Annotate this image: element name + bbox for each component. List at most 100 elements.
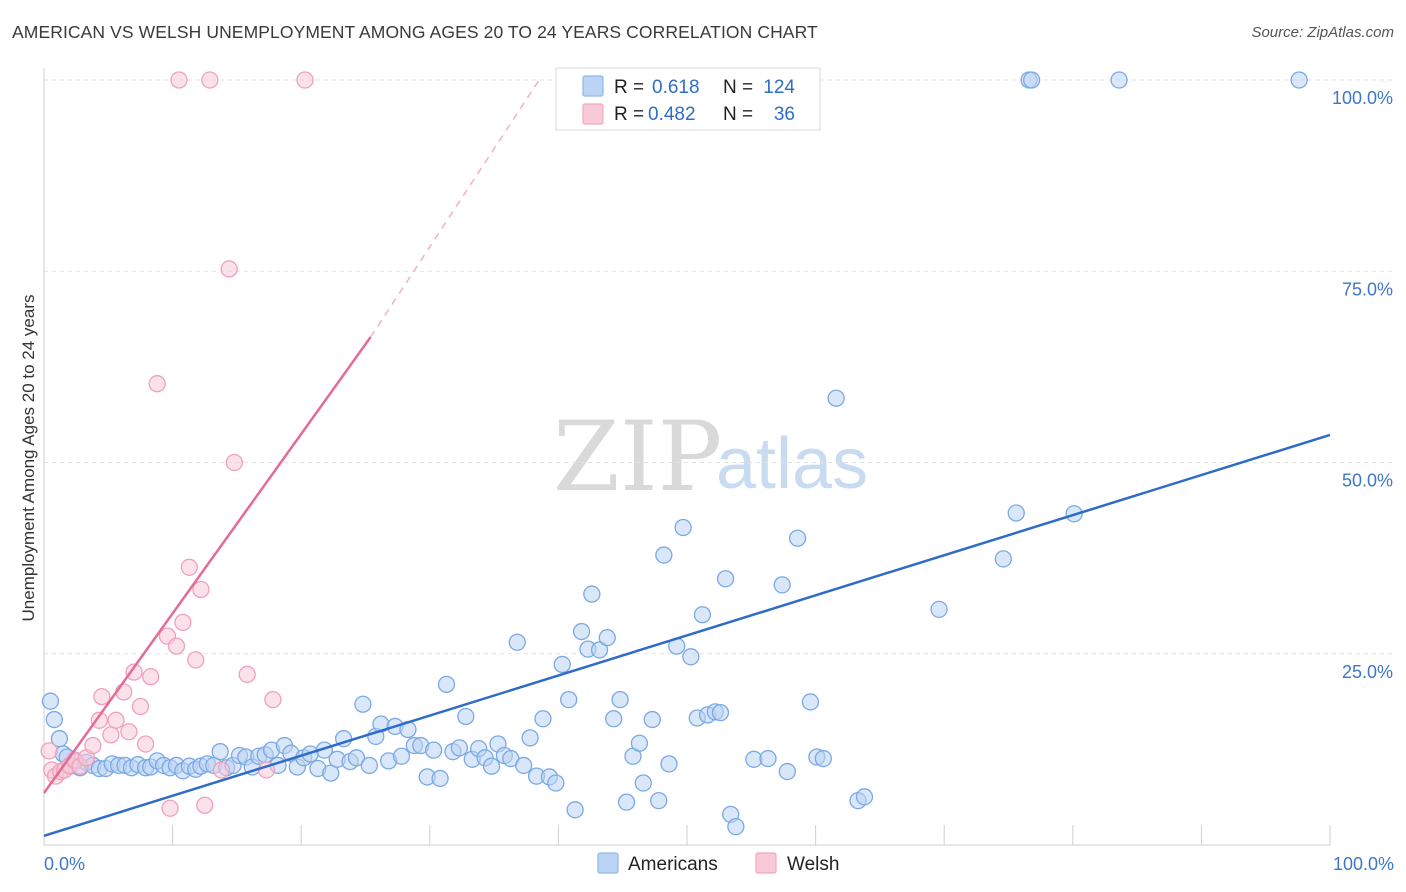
american-point — [655, 546, 673, 564]
american-point — [583, 585, 601, 603]
welsh-point — [196, 796, 214, 814]
american-point — [716, 570, 735, 588]
y-tick-label: 25.0% — [1342, 662, 1393, 682]
welsh-point — [84, 736, 102, 755]
welsh-point — [201, 71, 219, 89]
welsh-point — [131, 697, 150, 716]
welsh-point — [180, 558, 198, 576]
watermark-zip: ZIP — [553, 401, 722, 513]
american-point — [827, 389, 845, 407]
american-point — [508, 633, 526, 651]
american-point — [660, 755, 678, 773]
american-point — [450, 739, 469, 757]
american-point — [598, 629, 616, 647]
american-point — [431, 769, 449, 788]
welsh-point — [192, 580, 210, 599]
american-point — [347, 749, 366, 767]
welsh-point — [125, 663, 143, 681]
american-point — [41, 692, 60, 710]
welsh-point — [220, 260, 238, 278]
top-legend: R = 0.618 N = 124 R = 0.482 N = 36 — [555, 67, 821, 131]
american-point — [711, 704, 730, 722]
welsh-point — [225, 453, 243, 472]
american-point — [437, 675, 456, 693]
legend-n-value-americans: 124 — [763, 77, 795, 98]
welsh-point — [170, 71, 188, 89]
legend-n-label-welsh: N = — [723, 104, 753, 125]
y-tick-label: 50.0% — [1342, 471, 1393, 491]
american-point — [566, 801, 584, 819]
american-point — [814, 749, 832, 768]
american-point — [45, 710, 63, 729]
american-point — [682, 648, 700, 666]
legend-n-value-welsh: 36 — [774, 104, 795, 125]
welsh-point — [174, 613, 192, 632]
legend-r-value-americans: 0.618 — [652, 77, 700, 98]
american-point — [630, 734, 649, 752]
american-point — [590, 641, 609, 659]
legend-swatch-welsh — [582, 103, 604, 125]
welsh-point — [107, 711, 125, 729]
american-point — [1110, 71, 1128, 89]
y-tick-label: 100.0% — [1332, 88, 1393, 108]
welsh-point — [102, 726, 120, 744]
american-point — [994, 550, 1013, 568]
american-point — [521, 729, 539, 747]
american-point — [605, 710, 623, 728]
american-point — [354, 695, 372, 713]
american-point — [360, 756, 379, 775]
american-point — [788, 529, 807, 547]
y-tick-labels: 100.0% 75.0% 50.0% 25.0% — [1332, 88, 1393, 682]
y-axis-title: Unemployment Among Ages 20 to 24 years — [19, 295, 38, 622]
bottom-legend: Americans Welsh — [597, 852, 839, 875]
trend-lines — [42, 79, 1331, 838]
american-point — [482, 757, 501, 775]
legend-r-label-americans: R = — [614, 77, 644, 98]
welsh-point — [40, 742, 58, 760]
legend-r-value-welsh: 0.482 — [648, 104, 696, 125]
chart-title: AMERICAN VS WELSH UNEMPLOYMENT AMONG AGE… — [12, 22, 818, 42]
american-point — [553, 655, 571, 674]
american-point — [572, 622, 591, 641]
trend-line-welsh — [42, 336, 372, 794]
welsh-point — [90, 711, 108, 729]
welsh-point — [142, 668, 160, 686]
x-tick-label-max: 100.0% — [1333, 854, 1394, 874]
welsh-point — [93, 687, 111, 706]
welsh-point — [161, 799, 179, 817]
bottom-legend-swatch-welsh — [755, 852, 777, 874]
american-point — [801, 693, 820, 711]
legend-swatch-americans — [582, 75, 604, 97]
american-point — [457, 707, 475, 726]
american-point — [1007, 504, 1025, 522]
y-tick-label: 75.0% — [1342, 279, 1393, 299]
welsh-point — [238, 665, 256, 684]
american-point — [759, 749, 777, 768]
american-point — [211, 743, 229, 761]
welsh-point — [212, 761, 231, 779]
american-point — [693, 606, 712, 624]
welsh-point — [167, 637, 186, 655]
american-point — [855, 788, 874, 806]
welsh-point — [296, 71, 314, 89]
american-point — [611, 691, 629, 709]
welsh-point — [120, 723, 138, 741]
american-point — [1290, 71, 1308, 89]
watermark-atlas: atlas — [716, 424, 868, 504]
x-tick-label-min: 0.0% — [44, 854, 85, 874]
american-point — [674, 518, 692, 537]
x-ticks — [172, 825, 1331, 845]
american-point — [773, 576, 791, 594]
bottom-legend-label-americans: Americans — [628, 854, 718, 875]
welsh-point — [264, 691, 282, 709]
american-point — [560, 691, 578, 709]
american-point — [515, 756, 533, 775]
american-point — [617, 793, 636, 811]
trend-line-welsh-extension — [370, 79, 540, 338]
american-point — [425, 741, 443, 759]
trend-line-americans — [43, 433, 1331, 838]
source-label: Source: ZipAtlas.com — [1251, 24, 1394, 41]
american-point — [650, 791, 668, 810]
american-point — [392, 747, 411, 765]
